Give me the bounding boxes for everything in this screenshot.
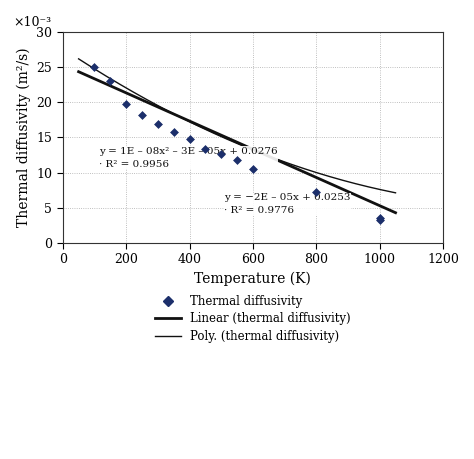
Point	[154, 120, 162, 128]
Point	[233, 156, 241, 163]
X-axis label: Temperature (K): Temperature (K)	[194, 272, 311, 286]
Point	[91, 64, 98, 71]
Text: y = −2E – 05x + 0.0253
· R² = 0.9776: y = −2E – 05x + 0.0253 · R² = 0.9776	[224, 193, 351, 215]
Point	[122, 101, 130, 108]
Point	[376, 215, 383, 222]
Legend: Thermal diffusivity, Linear (thermal diffusivity), Poly. (thermal diffusivity): Thermal diffusivity, Linear (thermal dif…	[151, 291, 355, 347]
Point	[107, 77, 114, 84]
Text: ×10⁻³: ×10⁻³	[13, 17, 52, 29]
Point	[218, 151, 225, 158]
Point	[186, 136, 193, 143]
Point	[376, 217, 383, 224]
Point	[312, 188, 320, 195]
Y-axis label: Thermal diffusivity (m²/s): Thermal diffusivity (m²/s)	[17, 47, 31, 227]
Point	[138, 112, 146, 119]
Text: y = 1E – 08x² – 3E – 05x + 0.0276
· R² = 0.9956: y = 1E – 08x² – 3E – 05x + 0.0276 · R² =…	[99, 147, 278, 169]
Point	[170, 129, 177, 136]
Point	[201, 146, 209, 153]
Point	[249, 165, 257, 173]
